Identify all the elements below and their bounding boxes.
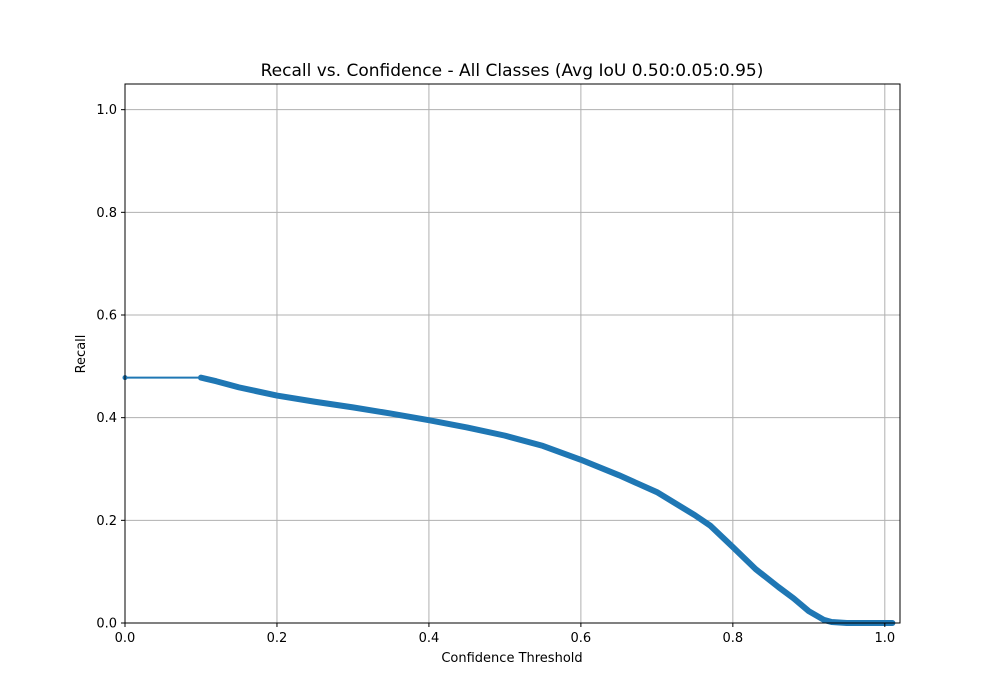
plot-frame xyxy=(124,83,901,624)
tick-layer: 0.0 0.2 0.4 0.6 0.8 1.0 0.0 0.2 0.4 0.6 0.8 1.0 xyxy=(96,103,895,646)
series-layer xyxy=(122,374,896,626)
x-tick-label: 0.2 xyxy=(267,631,288,646)
y-axis-label: Recall xyxy=(74,335,89,374)
y-tick-label: 0.6 xyxy=(96,309,117,324)
y-tick-label: 0.8 xyxy=(96,206,117,221)
grid-layer xyxy=(124,84,900,624)
x-tick-label: 0.8 xyxy=(722,631,743,646)
x-tick-label: 0.6 xyxy=(571,631,592,646)
x-tick-label: 1.0 xyxy=(874,631,895,646)
y-tick-label: 0.2 xyxy=(96,514,117,529)
y-tick-label: 0.0 xyxy=(96,617,117,632)
x-axis-label: Confidence Threshold xyxy=(441,651,582,666)
x-tick-label: 0.4 xyxy=(419,631,440,646)
recall-line xyxy=(197,374,896,626)
x-tick-label: 0.0 xyxy=(115,631,136,646)
y-tick-label: 1.0 xyxy=(96,103,117,118)
y-tick-label: 0.4 xyxy=(96,411,117,426)
chart-title: Recall vs. Confidence - All Classes (Avg… xyxy=(261,61,764,81)
